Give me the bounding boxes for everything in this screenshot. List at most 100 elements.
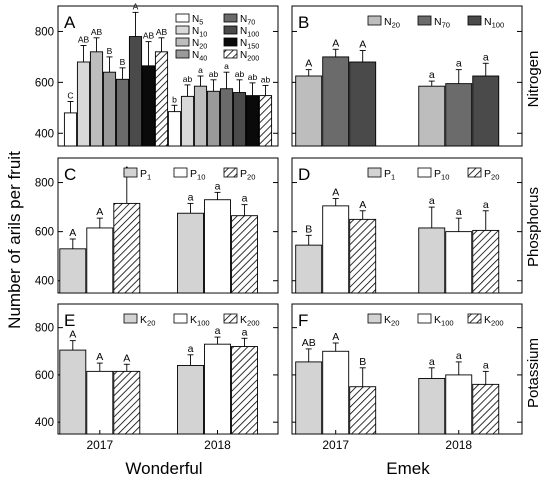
- bar-n40-2018: [206, 90, 221, 147]
- bar-n70-2018: [445, 83, 473, 147]
- significance-letter: AB: [156, 27, 168, 37]
- significance-letter: a: [456, 206, 462, 218]
- significance-letter: a: [429, 195, 435, 207]
- significance-letter: ab: [261, 74, 271, 84]
- legend-label-k20: K20: [384, 314, 399, 328]
- significance-letter: a: [429, 356, 435, 368]
- x-group-label-emek: Emek: [386, 459, 430, 478]
- bar-n10-2018: [180, 95, 195, 147]
- significance-letter: B: [359, 356, 366, 368]
- legend-label-p1: P1: [384, 168, 395, 182]
- legend: P1 P10 P20: [123, 167, 255, 182]
- legend-label-k100: K100: [434, 314, 454, 328]
- bar-p10-2017: [322, 205, 350, 294]
- y-tick-label: 400: [35, 417, 54, 429]
- panel-letter: D: [298, 165, 310, 184]
- significance-letter: A: [332, 331, 339, 343]
- legend-swatch-k20: [367, 313, 382, 324]
- legend-swatch-p20: [467, 167, 482, 178]
- significance-letter: a: [483, 359, 489, 371]
- significance-letter: AB: [91, 27, 103, 37]
- panel-b: B A A Aa a a N20 N70 N100: [291, 5, 523, 147]
- significance-letter: a: [429, 69, 435, 81]
- significance-letter: A: [332, 37, 339, 49]
- bar-k20-2017: [295, 361, 323, 435]
- row-label-phosphorus: Phosphorus: [525, 187, 542, 267]
- significance-letter: A: [359, 199, 366, 211]
- panel-letter: C: [64, 165, 76, 184]
- y-tick-label: 800: [35, 26, 54, 38]
- significance-letter: a: [224, 61, 229, 71]
- legend-label-n100: N100: [240, 26, 259, 39]
- x-tick-label-2018: 2018: [204, 438, 231, 452]
- bar-p20-2017: [349, 218, 377, 294]
- legend-label-k100: K100: [190, 314, 210, 328]
- bar-n100-2018: [472, 75, 500, 147]
- legend: K20 K100 K200: [123, 313, 260, 328]
- significance-letter: B: [107, 46, 113, 56]
- legend-swatch-n70: [223, 13, 238, 23]
- bar-n200-2017: [154, 51, 169, 147]
- legend-swatch-n150: [223, 37, 238, 47]
- panel-letter: A: [64, 13, 76, 32]
- significance-letter: a: [198, 65, 203, 75]
- y-tick-label: 600: [35, 370, 54, 382]
- bar-n100-2017: [349, 61, 377, 147]
- legend-label-p10: P10: [434, 168, 449, 182]
- legend: N20 N70 N100: [367, 15, 504, 30]
- significance-letter: A: [305, 58, 312, 70]
- panel-c: C400600800AAAaaaP1P10P20: [35, 157, 279, 294]
- legend-label-n100: N100: [484, 16, 504, 30]
- legend-swatch-k20: [123, 313, 138, 324]
- plot-frame: [291, 157, 523, 294]
- significance-letter: a: [188, 191, 194, 203]
- significance-letter: a: [456, 58, 462, 70]
- legend-label-n150: N150: [240, 38, 259, 51]
- significance-letter: AB: [302, 337, 316, 349]
- significance-letter: A: [96, 206, 103, 218]
- legend-swatch-k100: [173, 313, 188, 324]
- x-tick-label-2017: 2017: [86, 438, 113, 452]
- bar-n200-2018: [258, 95, 273, 147]
- legend-swatch-p20: [223, 167, 238, 178]
- legend-swatch-n5: [175, 13, 190, 23]
- significance-letter: a: [242, 193, 248, 205]
- legend-swatch-n40: [175, 49, 190, 59]
- plot-frame: [291, 303, 523, 435]
- significance-letter: b: [172, 94, 177, 104]
- bar-p20-2018: [472, 229, 500, 294]
- panel-letter: F: [298, 311, 308, 330]
- legend: P1 P10 P20: [367, 167, 499, 182]
- bar-n70-2018: [219, 88, 234, 147]
- legend-label-p20: P20: [484, 168, 499, 182]
- bar-k100-2018: [204, 343, 231, 435]
- significance-letter: A: [69, 329, 76, 341]
- bar-n70-2017: [322, 56, 350, 147]
- bar-n150-2018: [245, 95, 260, 147]
- legend-label-p20: P20: [240, 168, 255, 182]
- significance-letter: a: [215, 325, 221, 337]
- significance-letter: ab: [209, 69, 219, 79]
- y-tick-label: 400: [35, 276, 54, 288]
- x-tick-label-2017: 2017: [322, 438, 349, 452]
- bar-p1-2017: [295, 244, 323, 294]
- legend-label-n200: N200: [240, 50, 259, 63]
- bar-n150-2017: [141, 65, 156, 147]
- x-tick-label-2018: 2018: [445, 438, 472, 452]
- bar-k20-2018: [177, 365, 204, 435]
- y-tick-label: 400: [35, 128, 54, 140]
- bar-n10-2017: [76, 61, 91, 147]
- legend-label-p1: P1: [140, 168, 151, 182]
- row-label-nitrogen: Nitrogen: [525, 51, 542, 108]
- significance-letter: a: [456, 350, 462, 362]
- legend-label-n70: N70: [240, 14, 255, 27]
- bar-p1-2018: [418, 227, 446, 294]
- y-tick-label: 800: [35, 323, 54, 335]
- bar-p20-2017: [113, 202, 141, 294]
- significance-letter: A: [359, 39, 366, 51]
- plot-frame: [57, 303, 279, 435]
- legend-label-n20: N20: [192, 38, 207, 51]
